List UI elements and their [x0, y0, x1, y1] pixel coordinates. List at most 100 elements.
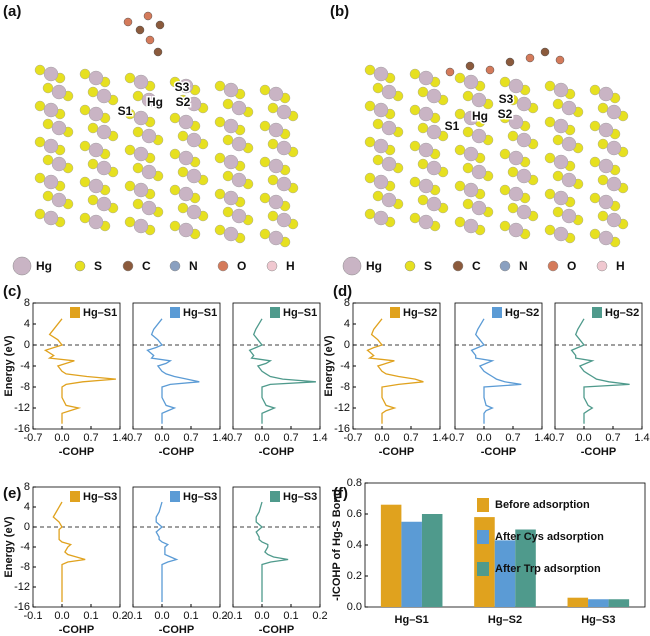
molecule-atom [485, 65, 495, 75]
legend-label: Hg–S1 [283, 307, 317, 319]
atom-hg [51, 156, 67, 172]
atom-hg [178, 114, 194, 130]
bar [588, 599, 609, 607]
atom-s [42, 154, 54, 166]
atom-s [372, 118, 384, 130]
atom-hg [276, 140, 292, 156]
legend-label: After Cys adsorption [495, 531, 604, 543]
legend-label: Hg–S3 [183, 491, 217, 503]
plot-frame [132, 486, 221, 608]
atom-s [124, 72, 136, 84]
y-tick-label: -8 [340, 381, 350, 393]
atom-hg [598, 158, 614, 174]
panel-label: (d) [333, 283, 352, 300]
atom-hg [471, 128, 487, 144]
atom-hg [43, 174, 59, 190]
atom-s [417, 194, 429, 206]
atom-hg [88, 214, 104, 230]
atom-hg [508, 114, 524, 130]
atom-s [364, 64, 376, 76]
atom-s [259, 228, 271, 240]
atom-s [409, 140, 421, 152]
cohp-line [470, 318, 522, 424]
atom-hg [43, 210, 59, 226]
x-tick-label: -0.7 [224, 432, 243, 444]
atom-s [267, 174, 279, 186]
atom-hg [561, 136, 577, 152]
atom-hg [186, 204, 202, 220]
x-tick-label: 0.1 [183, 610, 198, 622]
atom-hg [553, 82, 569, 98]
site-label: Hg [472, 109, 488, 123]
atom-hg [141, 200, 157, 216]
atom-hg [598, 194, 614, 210]
atom-hg [373, 174, 389, 190]
atom-hg [231, 172, 247, 188]
x-tick-label: 0.7 [505, 432, 520, 444]
atom-s [552, 206, 564, 218]
atom-s [417, 158, 429, 170]
atom-hg [606, 212, 622, 228]
x-tick-label: -0.1 [24, 610, 43, 622]
legend-swatch [70, 491, 80, 502]
atom-hg [606, 140, 622, 156]
legend-label: C [472, 259, 481, 273]
legend-label: After Trp adsorption [495, 563, 601, 575]
atom-s [177, 94, 189, 106]
atom-s [222, 134, 234, 146]
atom-s [87, 122, 99, 134]
legend-atom [499, 260, 511, 272]
plot-frame [454, 302, 543, 430]
atom-hg [373, 102, 389, 118]
panel-label: (b) [330, 3, 349, 20]
atom-s [222, 170, 234, 182]
atom-hg [276, 176, 292, 192]
atom-hg [606, 104, 622, 120]
x-tick-label: 0.2 [212, 610, 227, 622]
molecule-atom [145, 35, 155, 45]
y-tick-label: 0 [344, 339, 350, 351]
legend-atom [169, 260, 181, 272]
legend-swatch [390, 307, 400, 318]
atom-s [79, 212, 91, 224]
legend-label: Hg [36, 259, 52, 273]
legend-swatch [170, 491, 180, 502]
atom-s [589, 156, 601, 168]
x-axis-label: -COHP [59, 446, 94, 458]
atom-hg [231, 208, 247, 224]
y-tick-label: -4 [20, 360, 30, 372]
legend-atom [74, 260, 86, 272]
site-label: S1 [118, 104, 133, 118]
atom-hg [88, 142, 104, 158]
atom-s [34, 64, 46, 76]
y-tick-label: -8 [20, 561, 30, 573]
y-tick-label: 8 [344, 297, 350, 309]
x-tick-label: 0.0 [154, 432, 169, 444]
x-tick-label: -0.7 [344, 432, 363, 444]
atom-hg [96, 124, 112, 140]
atom-s [124, 216, 136, 228]
atom-hg [186, 168, 202, 184]
legend-label: C [142, 259, 151, 273]
x-tick-label: 0.7 [283, 432, 298, 444]
atom-s [267, 138, 279, 150]
legend-label: Hg–S1 [183, 307, 217, 319]
atom-s [34, 172, 46, 184]
atom-s [544, 152, 556, 164]
plot-frame [232, 486, 321, 608]
atom-hg [178, 222, 194, 238]
atom-hg [426, 196, 442, 212]
atom-hg [223, 82, 239, 98]
atom-hg [88, 178, 104, 194]
atom-s [597, 210, 609, 222]
x-tick-label: 0.7 [83, 432, 98, 444]
atom-s [552, 98, 564, 110]
y-tick-label: 0 [24, 339, 30, 351]
site-label: S2 [176, 95, 191, 109]
x-tick-label: -0.1 [124, 610, 143, 622]
atom-s [79, 68, 91, 80]
atom-s [507, 202, 519, 214]
atom-s [364, 100, 376, 112]
atom-hg [471, 164, 487, 180]
